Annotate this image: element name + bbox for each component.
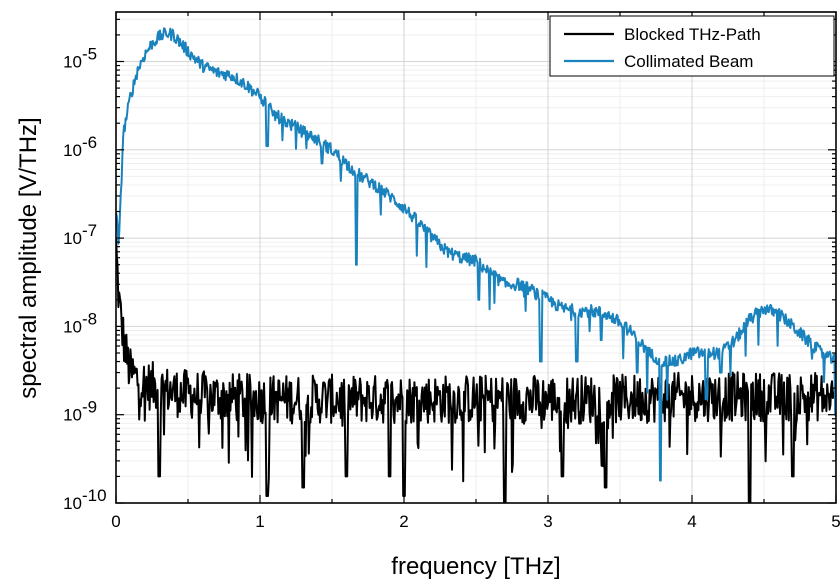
y-tick-label: 10 <box>63 317 82 336</box>
legend: Blocked THz-Path Collimated Beam <box>549 15 835 77</box>
series-layer <box>116 27 836 503</box>
y-tick-exponent: -5 <box>82 45 97 64</box>
y-tick-label: 10 <box>63 53 82 72</box>
x-axis-title: frequency [THz] <box>391 553 560 580</box>
y-tick-exponent: -8 <box>82 309 97 328</box>
y-tick-label: 10 <box>63 141 82 160</box>
x-tick-label: 1 <box>255 512 264 531</box>
series-line-collimated <box>116 27 836 482</box>
y-tick-label: 10 <box>63 494 82 513</box>
x-tick-label: 3 <box>543 512 552 531</box>
x-tick-labels: 0 1 2 3 4 5 <box>111 512 840 531</box>
y-tick-label: 10 <box>63 229 82 248</box>
y-tick-exponent: -9 <box>82 398 97 417</box>
y-tick-exponent: -7 <box>82 221 97 240</box>
legend-label-collimated: Collimated Beam <box>624 52 753 71</box>
x-tick-label: 4 <box>687 512 696 531</box>
y-tick-exponent: -6 <box>82 133 97 152</box>
legend-label-blocked: Blocked THz-Path <box>624 25 761 44</box>
y-tick-label: 10 <box>63 406 82 425</box>
y-tick-exponent: -10 <box>82 486 107 505</box>
x-tick-label: 2 <box>399 512 408 531</box>
y-axis-title: spectral amplitude [V/THz] <box>15 117 42 398</box>
x-tick-label: 0 <box>111 512 120 531</box>
series-line-blocked <box>116 238 836 503</box>
legend-box <box>549 15 835 77</box>
x-tick-label: 5 <box>831 512 840 531</box>
